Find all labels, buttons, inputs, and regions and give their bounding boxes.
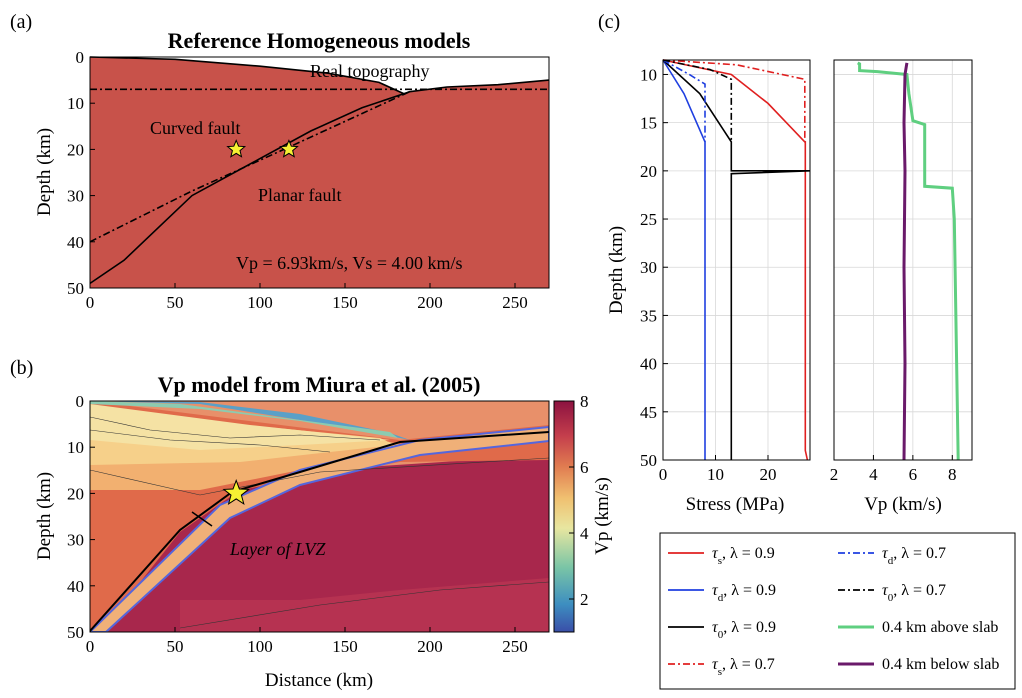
colorbar-tick-label: 2 [580, 590, 589, 609]
colorbar [553, 400, 575, 633]
panel-c-y-tick-label: 20 [640, 162, 657, 181]
topography-line [89, 56, 550, 95]
panel-a-y-tick-label: 50 [67, 279, 84, 298]
panel-c-y-tick-label: 50 [640, 451, 657, 470]
vp-series-line [857, 61, 960, 461]
panel-c-y-tick-label: 25 [640, 210, 657, 229]
panel-a-x-tick-label: 250 [502, 293, 528, 312]
panel-a-ylabel: Depth (km) [34, 128, 55, 216]
panel-b-frame [89, 400, 550, 633]
vp-plot-frame [833, 59, 973, 461]
stress-plot-frame [662, 59, 811, 461]
panel-b-y-tick-label: 20 [67, 484, 84, 503]
panel-a-y-tick-label: 10 [67, 94, 84, 113]
stress-x-tick-label: 0 [659, 465, 668, 484]
panel-b-y-tick-label: 10 [67, 438, 84, 457]
panel-a-x-tick-label: 200 [417, 293, 443, 312]
legend-entry: τ0, λ = 0.9 [712, 619, 776, 641]
panel-a-title: Reference Homogeneous models [168, 28, 471, 53]
vp-series-line [902, 62, 909, 461]
panel-b-label: (b) [10, 357, 33, 379]
colorbar-tick-label: 8 [580, 392, 589, 411]
stress-series-line [662, 59, 706, 460]
panel-b-x-tick-label: 100 [247, 637, 273, 656]
lvz-pointer [191, 511, 213, 527]
stress-xlabel: Stress (MPa) [686, 494, 785, 515]
vp-xlabel: Vp (km/s) [864, 494, 942, 515]
legend-entry: τs, λ = 0.7 [712, 656, 775, 678]
stress-plot: 0 10 20 10 15 20 25 30 35 40 45 50 [640, 59, 811, 484]
panel-c-y-tick-label: 30 [640, 258, 657, 277]
stress-series-line [662, 59, 806, 142]
panel-a-y-tick-label: 40 [67, 233, 84, 252]
vp-x-tick-label: 6 [909, 465, 918, 484]
panel-c-ylabel: Depth (km) [606, 226, 627, 314]
legend-entry: τs, λ = 0.9 [712, 545, 775, 567]
panel-b-x-tick-label: 0 [86, 637, 95, 656]
panel-b-y-tick-label: 40 [67, 577, 84, 596]
legend-box [659, 532, 1016, 690]
panel-b-x-tick-label: 250 [502, 637, 528, 656]
panel-b-xlabel: Distance (km) [265, 670, 373, 691]
panel-b-title: Vp model from Miura et al. (2005) [158, 372, 481, 397]
stress-x-tick-label: 10 [707, 465, 724, 484]
panel-b-y-tick-label: 50 [67, 623, 84, 642]
panel-a-label: (a) [10, 11, 32, 33]
vp-x-tick-label: 8 [948, 465, 957, 484]
panel-a-frame [89, 56, 550, 289]
panel-a-y-tick-label: 20 [67, 140, 84, 159]
panel-a-y-tick-label: 30 [67, 187, 84, 206]
homogeneous-model-area [90, 57, 549, 288]
stress-series-line [662, 59, 809, 461]
panel-c-y-tick-label: 10 [640, 65, 657, 84]
vp-x-tick-label: 2 [830, 465, 839, 484]
panel-b-x-tick-label: 150 [332, 637, 358, 656]
panel-a-x-tick-label: 0 [86, 293, 95, 312]
panel-b-hypocenter-star [222, 478, 250, 506]
hypocenter-star-1 [226, 139, 247, 158]
panel-a-x-tick-label: 50 [167, 293, 184, 312]
velocity-label: Vp = 6.93km/s, Vs = 4.00 km/s [236, 253, 463, 273]
planar-fault-line [89, 90, 410, 243]
stress-x-tick-label: 20 [760, 465, 777, 484]
panel-a-y-tick-label: 0 [76, 48, 85, 67]
vp-x-tick-label: 4 [869, 465, 878, 484]
panel-b-y-tick-label: 30 [67, 531, 84, 550]
colorbar-label: Vp (km/s) [592, 477, 613, 555]
legend-entry: 0.4 km above slab [882, 619, 998, 636]
planar-fault-label: Planar fault [258, 185, 341, 205]
colorbar-tick-label: 6 [580, 458, 589, 477]
real-topography-label: Real topography [310, 61, 429, 81]
hypocenter-star-2 [279, 139, 299, 158]
panel-c-y-tick-label: 45 [640, 403, 657, 422]
panel-b-x-tick-label: 50 [167, 637, 184, 656]
stress-series-line [662, 59, 811, 460]
curved-fault-label: Curved fault [150, 118, 240, 138]
panel-b-x-tick-label: 200 [417, 637, 443, 656]
panel-a-x-tick-label: 100 [247, 293, 273, 312]
panel-c-y-tick-label: 40 [640, 355, 657, 374]
legend-entry: 0.4 km below slab [882, 656, 999, 673]
panel-b-y-tick-label: 0 [76, 392, 85, 411]
lvz-label: Layer of LVZ [229, 539, 326, 559]
stress-series-line [662, 59, 706, 142]
vp-profile-plot: 2 4 6 8 [830, 59, 973, 484]
panel-a-x-tick-label: 150 [332, 293, 358, 312]
vp-model-field [90, 401, 549, 632]
legend-entry: τd, λ = 0.9 [712, 582, 776, 604]
colorbar-tick-label: 4 [580, 524, 589, 543]
legend-entry: τd, λ = 0.7 [882, 545, 946, 567]
legend: τs, λ = 0.9 τd, λ = 0.7 τd, λ = 0.9 τ0, λ =… [668, 545, 999, 678]
curved-fault-line [89, 90, 410, 285]
panel-c-y-tick-label: 15 [640, 114, 657, 133]
legend-entry: τ0, λ = 0.7 [882, 582, 946, 604]
panel-b-ylabel: Depth (km) [34, 472, 55, 560]
above-topography-area [90, 57, 549, 94]
panel-c-label: (c) [598, 11, 620, 33]
panel-c-y-tick-label: 35 [640, 306, 657, 325]
